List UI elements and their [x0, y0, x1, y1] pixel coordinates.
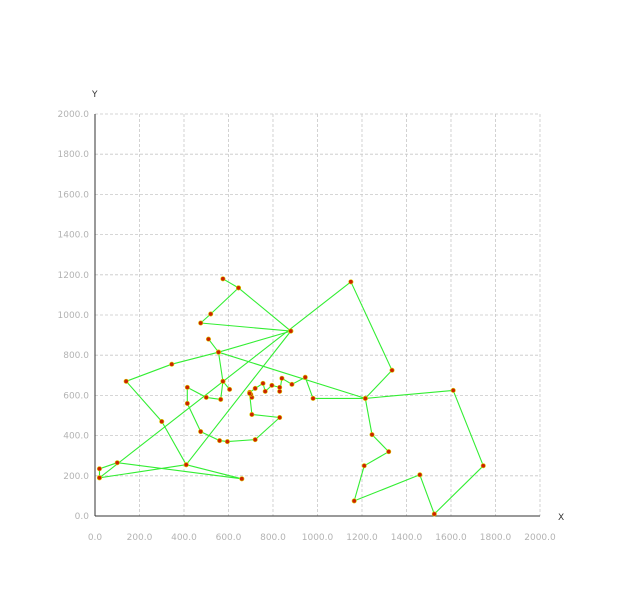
x-tick-label: 400.0 — [171, 533, 197, 543]
data-point — [362, 395, 368, 401]
data-point — [450, 387, 456, 393]
data-point — [184, 400, 190, 406]
y-tick-label: 2000.0 — [58, 110, 90, 120]
y-tick-label: 1400.0 — [58, 231, 90, 241]
route-line — [98, 278, 484, 515]
data-point — [159, 419, 165, 425]
y-tick-label: 1000.0 — [58, 311, 90, 321]
data-point — [277, 415, 283, 421]
data-point — [114, 460, 120, 466]
data-point — [480, 463, 486, 469]
x-tick-label: 1000.0 — [302, 533, 334, 543]
y-tick-label: 0.0 — [75, 512, 90, 522]
data-point — [288, 328, 294, 334]
data-point — [198, 429, 204, 435]
x-tick-label: 200.0 — [127, 533, 153, 543]
x-tick-label: 1200.0 — [346, 533, 378, 543]
y-tick-labels: 0.0 200.0 400.0 600.0 800.0 1000.0 1200.0 1400.… — [58, 110, 90, 522]
data-point — [249, 411, 255, 417]
data-point — [386, 449, 392, 455]
data-point — [351, 498, 357, 504]
data-point — [205, 336, 211, 342]
x-tick-label: 800.0 — [260, 533, 286, 543]
data-point — [417, 472, 423, 478]
data-point — [183, 462, 189, 468]
series-layer — [98, 278, 484, 515]
data-point — [279, 375, 285, 381]
y-tick-label: 1200.0 — [58, 271, 90, 281]
data-point — [218, 396, 224, 402]
data-point — [96, 466, 102, 472]
x-tick-label: 1800.0 — [480, 533, 512, 543]
data-point — [227, 386, 233, 392]
y-tick-label: 200.0 — [63, 472, 89, 482]
data-point — [348, 279, 354, 285]
x-tick-label: 600.0 — [216, 533, 242, 543]
data-point — [289, 381, 295, 387]
data-point — [252, 437, 258, 443]
data-point — [184, 384, 190, 390]
data-point — [123, 378, 129, 384]
x-tick-label: 1600.0 — [435, 533, 467, 543]
data-point — [215, 349, 221, 355]
data-point — [239, 476, 245, 482]
x-tick-labels: 0.0 200.0 400.0 600.0 800.0 1000.0 1200.0 1400.… — [88, 533, 556, 543]
x-axis-title: X — [558, 513, 564, 523]
data-point — [203, 394, 209, 400]
data-point — [431, 511, 437, 517]
data-point — [220, 378, 226, 384]
data-point — [302, 374, 308, 380]
x-tick-label: 1400.0 — [391, 533, 423, 543]
data-point — [310, 395, 316, 401]
data-point — [389, 367, 395, 373]
data-point — [369, 432, 375, 438]
data-point — [361, 463, 367, 469]
data-point — [247, 390, 253, 396]
data-point — [169, 361, 175, 367]
data-point — [198, 320, 204, 326]
axes — [94, 114, 540, 517]
marker-layer — [96, 276, 486, 517]
y-axis-title: Y — [91, 90, 98, 100]
x-tick-label: 2000.0 — [524, 533, 556, 543]
data-point — [220, 276, 226, 282]
y-tick-label: 800.0 — [63, 351, 89, 361]
y-tick-label: 400.0 — [63, 432, 89, 442]
data-point — [269, 382, 275, 388]
data-point — [252, 385, 258, 391]
x-tick-label: 0.0 — [88, 533, 103, 543]
y-tick-label: 1800.0 — [58, 150, 90, 160]
data-point — [236, 285, 242, 291]
data-point — [260, 380, 266, 386]
data-point — [224, 439, 230, 445]
grid — [95, 113, 541, 516]
data-point — [277, 384, 283, 390]
y-tick-label: 1600.0 — [58, 190, 90, 200]
data-point — [208, 311, 214, 317]
data-point — [217, 438, 223, 444]
y-tick-label: 600.0 — [63, 391, 89, 401]
data-point — [262, 388, 268, 394]
data-point — [96, 475, 102, 481]
